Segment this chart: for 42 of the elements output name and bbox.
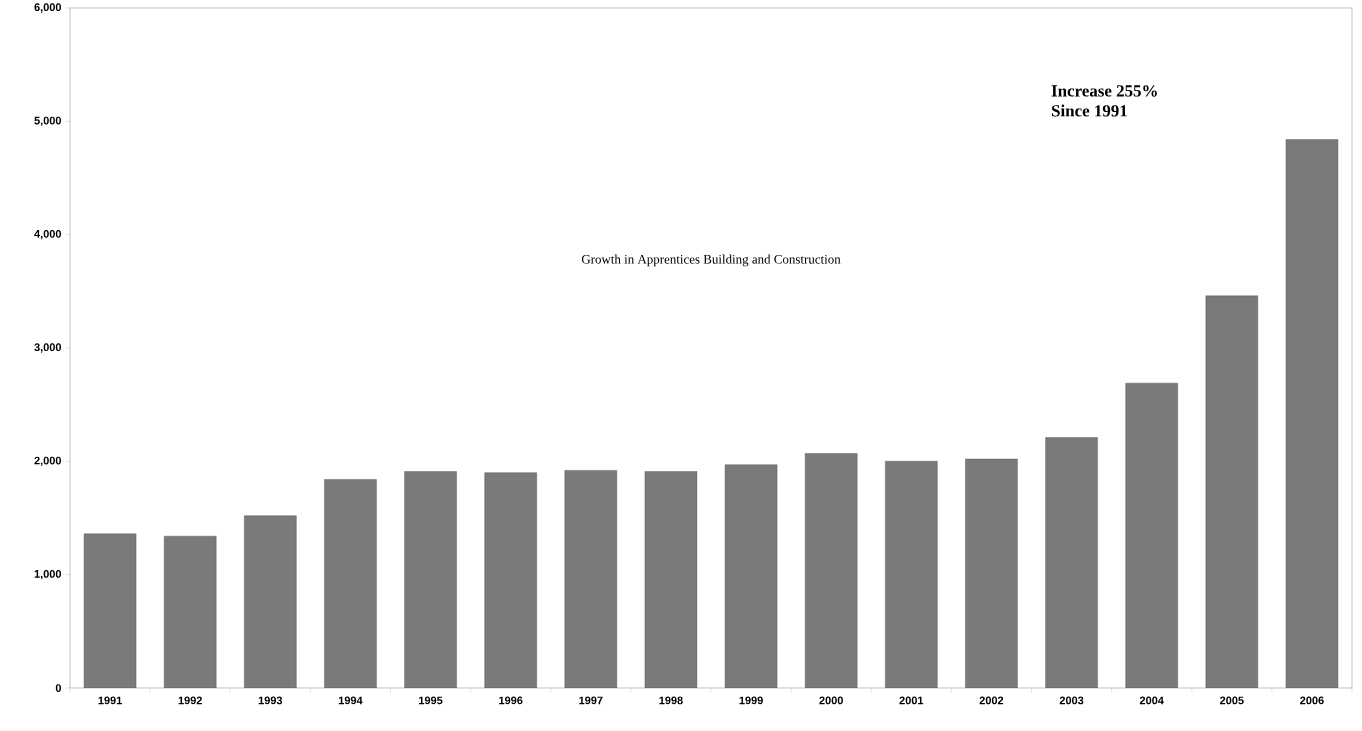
x-tick-label: 1995: [419, 696, 443, 705]
x-tick-label: 1998: [659, 696, 683, 705]
x-tick-label: 2005: [1220, 696, 1244, 705]
annotation: Since 1991: [1051, 104, 1127, 117]
y-tick-label: 4,000: [34, 229, 62, 240]
x-tick-label: 1991: [98, 696, 122, 705]
bar: [805, 453, 858, 688]
x-tick-label: 1993: [258, 696, 283, 705]
bar: [965, 458, 1018, 688]
bar: [244, 515, 297, 688]
y-tick-label: 6,000: [34, 3, 62, 13]
x-tick-label: 2000: [819, 696, 843, 705]
y-tick-label: 1,000: [34, 570, 62, 580]
bar: [1285, 139, 1339, 688]
annotation: Increase 255%: [1051, 85, 1157, 97]
y-tick-label: 5,000: [34, 116, 62, 126]
x-tick-label: 1996: [499, 696, 523, 705]
x-tick-label: 2003: [1059, 696, 1084, 705]
bar: [1125, 382, 1178, 688]
text: Growth in Apprentices Building and Construction: [581, 254, 841, 267]
x-tick-label: 1997: [579, 696, 603, 705]
bar: [564, 470, 618, 688]
bar: [324, 479, 377, 688]
bar: [644, 471, 698, 688]
x-tick-label: 2004: [1139, 696, 1164, 705]
y-tick-label: 2,000: [34, 456, 62, 467]
x-tick-label: 1992: [178, 696, 202, 705]
bar: [724, 464, 778, 688]
x-tick-label: 2006: [1300, 696, 1324, 705]
bar: [1205, 295, 1259, 688]
x-tick-label: 1994: [338, 696, 363, 705]
x-tick-label: 1999: [739, 696, 763, 705]
y-tick-label: 3,000: [34, 343, 62, 353]
bar: [484, 472, 537, 688]
bar: [163, 535, 217, 688]
x-tick-label: 2002: [979, 696, 1004, 705]
y-tick-label: 0: [55, 684, 62, 692]
bar: [404, 471, 457, 688]
bar: [1045, 437, 1098, 688]
bar: [83, 533, 137, 688]
x-tick-label: 2001: [899, 696, 924, 705]
bar: [885, 461, 938, 688]
